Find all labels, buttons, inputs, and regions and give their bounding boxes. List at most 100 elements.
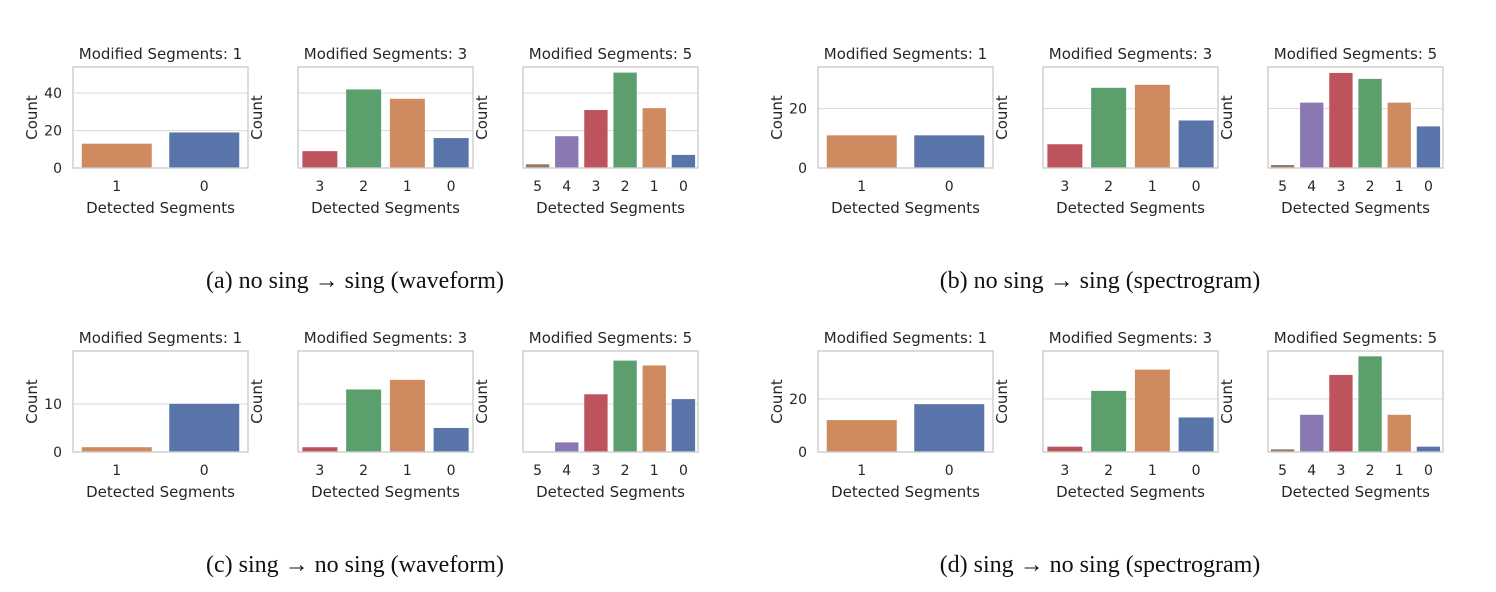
bar-3 <box>302 151 338 168</box>
bar-4 <box>1300 414 1324 452</box>
axes-frame <box>297 350 474 453</box>
bar-2 <box>1358 78 1382 168</box>
bar-0 <box>1416 446 1441 452</box>
x-tick-label: 1 <box>1148 179 1157 195</box>
axes-frame <box>1042 66 1219 169</box>
x-tick-label: 0 <box>447 179 456 195</box>
bar-1 <box>1134 84 1170 168</box>
subplot-2: 3 2 1 0 Modified Segments: 3 Detected Segment… <box>248 329 474 501</box>
bar-0 <box>671 154 696 168</box>
x-tick-label: 4 <box>1307 463 1316 479</box>
subplot-title: Modified Segments: 3 <box>304 45 467 63</box>
x-tick-label: 2 <box>621 463 630 479</box>
axes-frame <box>1267 350 1444 453</box>
subplot-2: 3 2 1 0 Modified Segments: 3 Detected Segment… <box>993 45 1219 217</box>
bar-0 <box>433 138 469 168</box>
caption-d: (d) sing → no sing (spectrogram) <box>940 552 1261 578</box>
bar-0 <box>671 399 696 452</box>
x-axis-label: Detected Segments <box>536 199 685 217</box>
subplot-3: 5 4 3 2 1 0 Modified Segments: 5 Detected Segme… <box>473 329 699 501</box>
x-axis-label: Detected Segments <box>1281 199 1430 217</box>
x-axis-label: Detected Segments <box>831 199 980 217</box>
bar-0 <box>1178 120 1214 168</box>
x-tick-label: 1 <box>1148 463 1157 479</box>
axes-frame <box>817 66 994 169</box>
bar-1 <box>642 365 666 452</box>
axes-frame <box>522 66 699 169</box>
subplot-3: 5 4 3 2 1 0 Modified Segments: 5 Detected Segme… <box>1218 45 1444 217</box>
x-tick-label: 3 <box>591 463 600 479</box>
bar-3 <box>1047 446 1083 452</box>
y-tick-label: 10 <box>44 397 62 413</box>
x-tick-label: 3 <box>1060 463 1069 479</box>
bar-4 <box>555 442 579 452</box>
x-axis-label: Detected Segments <box>1281 483 1430 501</box>
bar-0 <box>914 404 985 452</box>
y-tick-label: 20 <box>789 392 807 408</box>
subplot-3: 5 4 3 2 1 0 Modified Segments: 5 Detected Segme… <box>473 45 699 217</box>
y-axis-label: Count <box>23 95 41 140</box>
chart-group-a: 1 0 Modified Segments: 1 Detected Segments C… <box>23 45 699 294</box>
x-tick-label: 3 <box>1060 179 1069 195</box>
x-tick-label: 5 <box>533 463 542 479</box>
x-axis-label: Detected Segments <box>86 199 235 217</box>
bar-1 <box>826 135 897 168</box>
y-axis-label: Count <box>473 379 491 424</box>
x-tick-label: 0 <box>447 463 456 479</box>
x-tick-label: 2 <box>1366 463 1375 479</box>
x-tick-label: 2 <box>621 179 630 195</box>
subplot-title: Modified Segments: 1 <box>824 329 987 347</box>
y-axis-label: Count <box>1218 95 1236 140</box>
x-axis-label: Detected Segments <box>831 483 980 501</box>
x-tick-label: 0 <box>200 463 209 479</box>
bar-5 <box>1270 165 1295 168</box>
bar-0 <box>169 403 240 452</box>
y-tick-label: 0 <box>53 445 62 461</box>
chart-group-b: 1 0 Modified Segments: 1 Detected Segments C… <box>768 45 1444 294</box>
caption-a: (a) no sing → sing (waveform) <box>206 268 504 294</box>
x-tick-label: 1 <box>112 179 121 195</box>
x-tick-label: 2 <box>1366 179 1375 195</box>
x-tick-label: 0 <box>679 463 688 479</box>
x-tick-label: 2 <box>359 179 368 195</box>
x-tick-label: 0 <box>945 179 954 195</box>
x-axis-label: Detected Segments <box>311 483 460 501</box>
bar-1 <box>81 143 152 168</box>
x-tick-label: 1 <box>857 463 866 479</box>
x-tick-label: 5 <box>1278 179 1287 195</box>
bar-4 <box>1300 102 1324 168</box>
subplot-title: Modified Segments: 3 <box>1049 45 1212 63</box>
bar-0 <box>1416 126 1441 168</box>
bar-3 <box>1329 374 1353 452</box>
x-tick-label: 1 <box>1395 179 1404 195</box>
y-axis-label: Count <box>248 95 266 140</box>
x-axis-label: Detected Segments <box>1056 483 1205 501</box>
y-axis-label: Count <box>473 95 491 140</box>
y-axis-label: Count <box>768 95 786 140</box>
y-tick-label: 40 <box>44 86 62 102</box>
subplot-title: Modified Segments: 5 <box>1274 329 1437 347</box>
x-tick-label: 1 <box>1395 463 1404 479</box>
bar-2 <box>1091 390 1127 452</box>
axes-frame <box>72 350 249 453</box>
axes-frame <box>1267 66 1444 169</box>
x-tick-label: 1 <box>112 463 121 479</box>
x-axis-label: Detected Segments <box>311 199 460 217</box>
x-tick-label: 0 <box>200 179 209 195</box>
subplot-title: Modified Segments: 3 <box>1049 329 1212 347</box>
bar-1 <box>1387 414 1411 452</box>
subplot-title: Modified Segments: 1 <box>79 45 242 63</box>
subplot-title: Modified Segments: 1 <box>79 329 242 347</box>
bar-2 <box>1358 356 1382 452</box>
subplot-title: Modified Segments: 5 <box>529 45 692 63</box>
y-axis-label: Count <box>1218 379 1236 424</box>
bar-1 <box>642 108 666 168</box>
x-axis-label: Detected Segments <box>86 483 235 501</box>
bar-4 <box>555 136 579 168</box>
bar-0 <box>169 132 240 168</box>
x-tick-label: 3 <box>1336 463 1345 479</box>
subplot-2: 3 2 1 0 Modified Segments: 3 Detected Segment… <box>248 45 474 217</box>
